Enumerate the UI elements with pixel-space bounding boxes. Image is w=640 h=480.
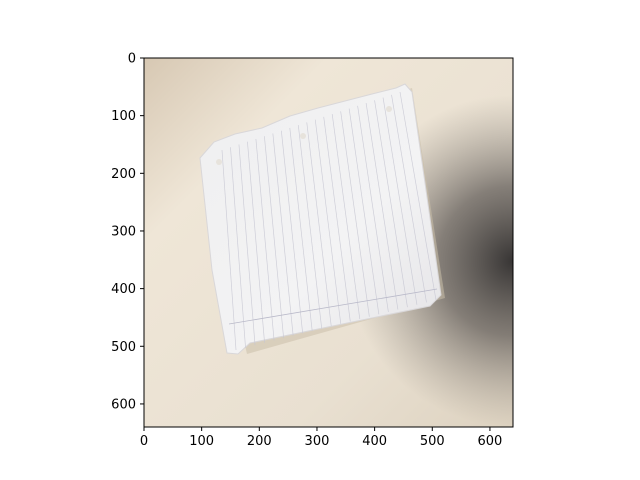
paper-rule-line (357, 105, 389, 312)
paper-rule-line (374, 100, 408, 308)
lined-paper (199, 83, 442, 355)
x-tick-label: 0 (140, 434, 148, 449)
x-tick-label: 200 (247, 434, 272, 449)
paper-rule-line (264, 136, 284, 339)
y-tick-label: 300 (111, 224, 136, 239)
paper-rule-line (331, 114, 361, 320)
y-tick-label: 100 (111, 109, 136, 124)
paper-rule-line (238, 144, 256, 346)
x-tick-label: 600 (478, 434, 503, 449)
paper-rule-line (399, 91, 437, 301)
x-tick-label: 300 (305, 434, 330, 449)
paper-rule-line (221, 149, 237, 351)
paper-rule-line (306, 122, 332, 327)
paper-rule-line (323, 116, 351, 322)
paper-rule-line (280, 130, 304, 334)
y-axis: 0 100 200 300 400 500 600 (111, 52, 144, 412)
paper-rule-line (247, 141, 265, 343)
paper-rule-line (382, 97, 418, 305)
paper-rule-line (348, 108, 380, 315)
paper-rule-line (314, 119, 342, 324)
photo-image (144, 58, 513, 427)
x-tick-label: 500 (420, 434, 445, 449)
paper-rule-line (289, 127, 313, 331)
y-tick-label: 600 (111, 397, 136, 412)
paper-rule-line (365, 102, 399, 310)
x-tick-label: 100 (189, 434, 214, 449)
paper-rule-line (272, 133, 294, 336)
paper-rule-line (391, 94, 427, 303)
paper-rule-line (230, 147, 246, 348)
y-tick-label: 400 (111, 282, 136, 297)
paper-rule-line (340, 111, 370, 317)
y-tick-label: 500 (111, 340, 136, 355)
y-tick-label: 0 (128, 52, 136, 67)
paper-rule-line (255, 138, 275, 341)
axes-frame (143, 57, 514, 428)
paper-rule-line (297, 125, 323, 329)
x-axis: 0 100 200 300 400 500 600 (140, 427, 502, 449)
x-tick-label: 400 (362, 434, 387, 449)
y-tick-label: 200 (111, 167, 136, 182)
